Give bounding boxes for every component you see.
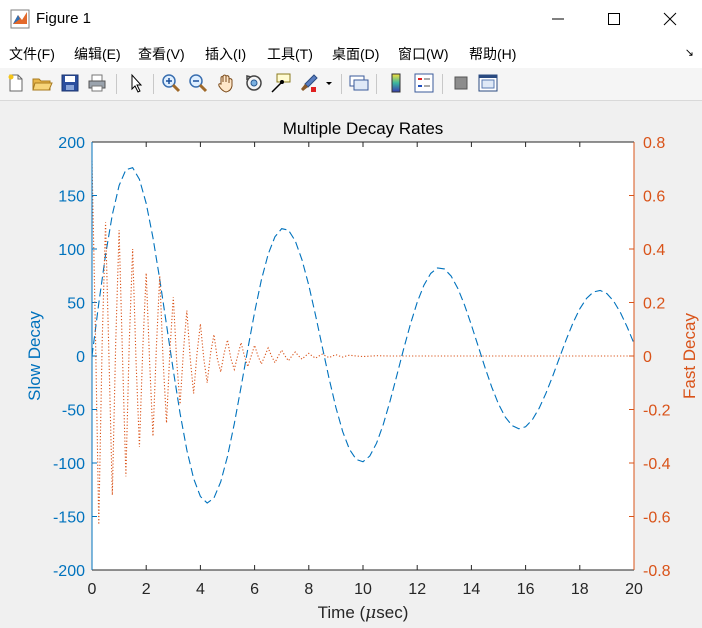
y-ticks-left: 200 150 100 50 0 -50 -100 -150 -200	[53, 135, 85, 580]
minimize-icon	[552, 18, 564, 20]
maximize-icon	[608, 13, 620, 25]
x-axis-label-mu: μ	[365, 603, 376, 623]
y-right-tick-label: -0.2	[643, 403, 671, 420]
x-ticks: 0 2 4 6 8 10 12 14 16 18 20	[88, 581, 643, 598]
y-left-tick-label: 100	[58, 242, 85, 259]
brush-dropdown-icon[interactable]	[322, 72, 336, 94]
menu-insert[interactable]: 插入(I)	[205, 46, 247, 62]
x-tick-label: 20	[625, 581, 643, 598]
x-tick-label: 0	[88, 581, 97, 598]
toolbar-separator	[116, 74, 117, 94]
matlab-app-icon	[10, 9, 30, 29]
menu-window[interactable]: 窗口(W)	[398, 46, 449, 62]
show-plot-tools-icon[interactable]	[477, 72, 499, 94]
dock-arrow-icon[interactable]: ↘	[684, 47, 694, 59]
save-icon[interactable]	[59, 72, 81, 94]
x-tick-label: 16	[517, 581, 535, 598]
link-plot-icon[interactable]	[348, 72, 370, 94]
y-left-tick-label: 0	[76, 349, 85, 366]
edit-plot-arrow-icon[interactable]	[125, 72, 147, 94]
data-cursor-icon[interactable]	[270, 72, 292, 94]
brush-icon[interactable]	[298, 72, 320, 94]
y-right-tick-label: -0.8	[643, 563, 671, 580]
close-icon	[663, 12, 677, 26]
menu-bar: 文件(F) 编辑(E) 查看(V) 插入(I) 工具(T) 桌面(D) 窗口(W…	[0, 38, 702, 68]
x-tick-label: 18	[571, 581, 589, 598]
axes-background	[92, 142, 634, 570]
y-axis-left-label: Slow Decay	[25, 311, 44, 401]
insert-legend-icon[interactable]	[413, 72, 435, 94]
menu-desktop[interactable]: 桌面(D)	[332, 46, 380, 62]
slow-decay-line	[91, 167, 635, 504]
x-axis-label-suffix: sec)	[376, 603, 408, 622]
y-right-tick-label: 0.4	[643, 242, 665, 259]
y-right-tick-label: -0.6	[643, 510, 671, 527]
menu-tools[interactable]: 工具(T)	[267, 46, 313, 62]
rotate-3d-icon[interactable]	[243, 72, 265, 94]
pan-hand-icon[interactable]	[215, 72, 237, 94]
y-right-tick-label: 0	[643, 349, 652, 366]
y-left-tick-label: -200	[53, 563, 85, 580]
x-axis-label-prefix: Time (	[318, 603, 366, 622]
figure-toolbar	[0, 68, 702, 101]
insert-colorbar-icon[interactable]	[385, 72, 407, 94]
x-tick-label: 10	[354, 581, 372, 598]
zoom-out-icon[interactable]	[187, 72, 209, 94]
menu-edit[interactable]: 编辑(E)	[74, 46, 121, 62]
toolbar-separator	[442, 74, 443, 94]
y-left-tick-label: -150	[53, 510, 85, 527]
menu-help[interactable]: 帮助(H)	[469, 46, 517, 62]
chart-title: Multiple Decay Rates	[283, 119, 444, 138]
x-axis-label: Time (μsec)	[318, 603, 409, 623]
y-left-tick-label: 50	[67, 296, 85, 313]
hide-plot-tools-icon[interactable]	[450, 72, 472, 94]
y-left-tick-label: -100	[53, 456, 85, 473]
toolbar-separator	[376, 74, 377, 94]
x-tick-label: 4	[196, 581, 205, 598]
x-tick-label: 14	[463, 581, 481, 598]
minimize-button[interactable]	[530, 0, 586, 38]
menu-view[interactable]: 查看(V)	[138, 46, 185, 62]
zoom-in-icon[interactable]	[160, 72, 182, 94]
y-right-tick-label: 0.2	[643, 296, 665, 313]
y-left-tick-label: 200	[58, 135, 85, 152]
menu-file[interactable]: 文件(F)	[9, 46, 55, 62]
open-file-icon[interactable]	[31, 72, 53, 94]
toolbar-separator	[341, 74, 342, 94]
maximize-button[interactable]	[586, 0, 642, 38]
series-layer	[91, 160, 635, 525]
y-left-tick-label: -50	[62, 403, 85, 420]
y-ticks-right: 0.8 0.6 0.4 0.2 0 -0.2 -0.4 -0.6 -0.8	[643, 135, 671, 580]
y-axis-right-label: Fast Decay	[680, 313, 699, 399]
window-titlebar: Figure 1	[0, 0, 702, 38]
x-tick-label: 6	[250, 581, 259, 598]
print-icon[interactable]	[86, 72, 108, 94]
new-figure-icon[interactable]	[5, 72, 27, 94]
close-button[interactable]	[642, 0, 698, 38]
y-right-tick-label: -0.4	[643, 456, 671, 473]
x-tick-label: 2	[142, 581, 151, 598]
x-tick-label: 8	[304, 581, 313, 598]
window-title: Figure 1	[36, 10, 92, 27]
y-left-tick-label: 150	[58, 189, 85, 206]
toolbar-separator	[153, 74, 154, 94]
y-right-tick-label: 0.6	[643, 189, 665, 206]
x-tick-label: 12	[408, 581, 426, 598]
y-right-tick-label: 0.8	[643, 135, 665, 152]
